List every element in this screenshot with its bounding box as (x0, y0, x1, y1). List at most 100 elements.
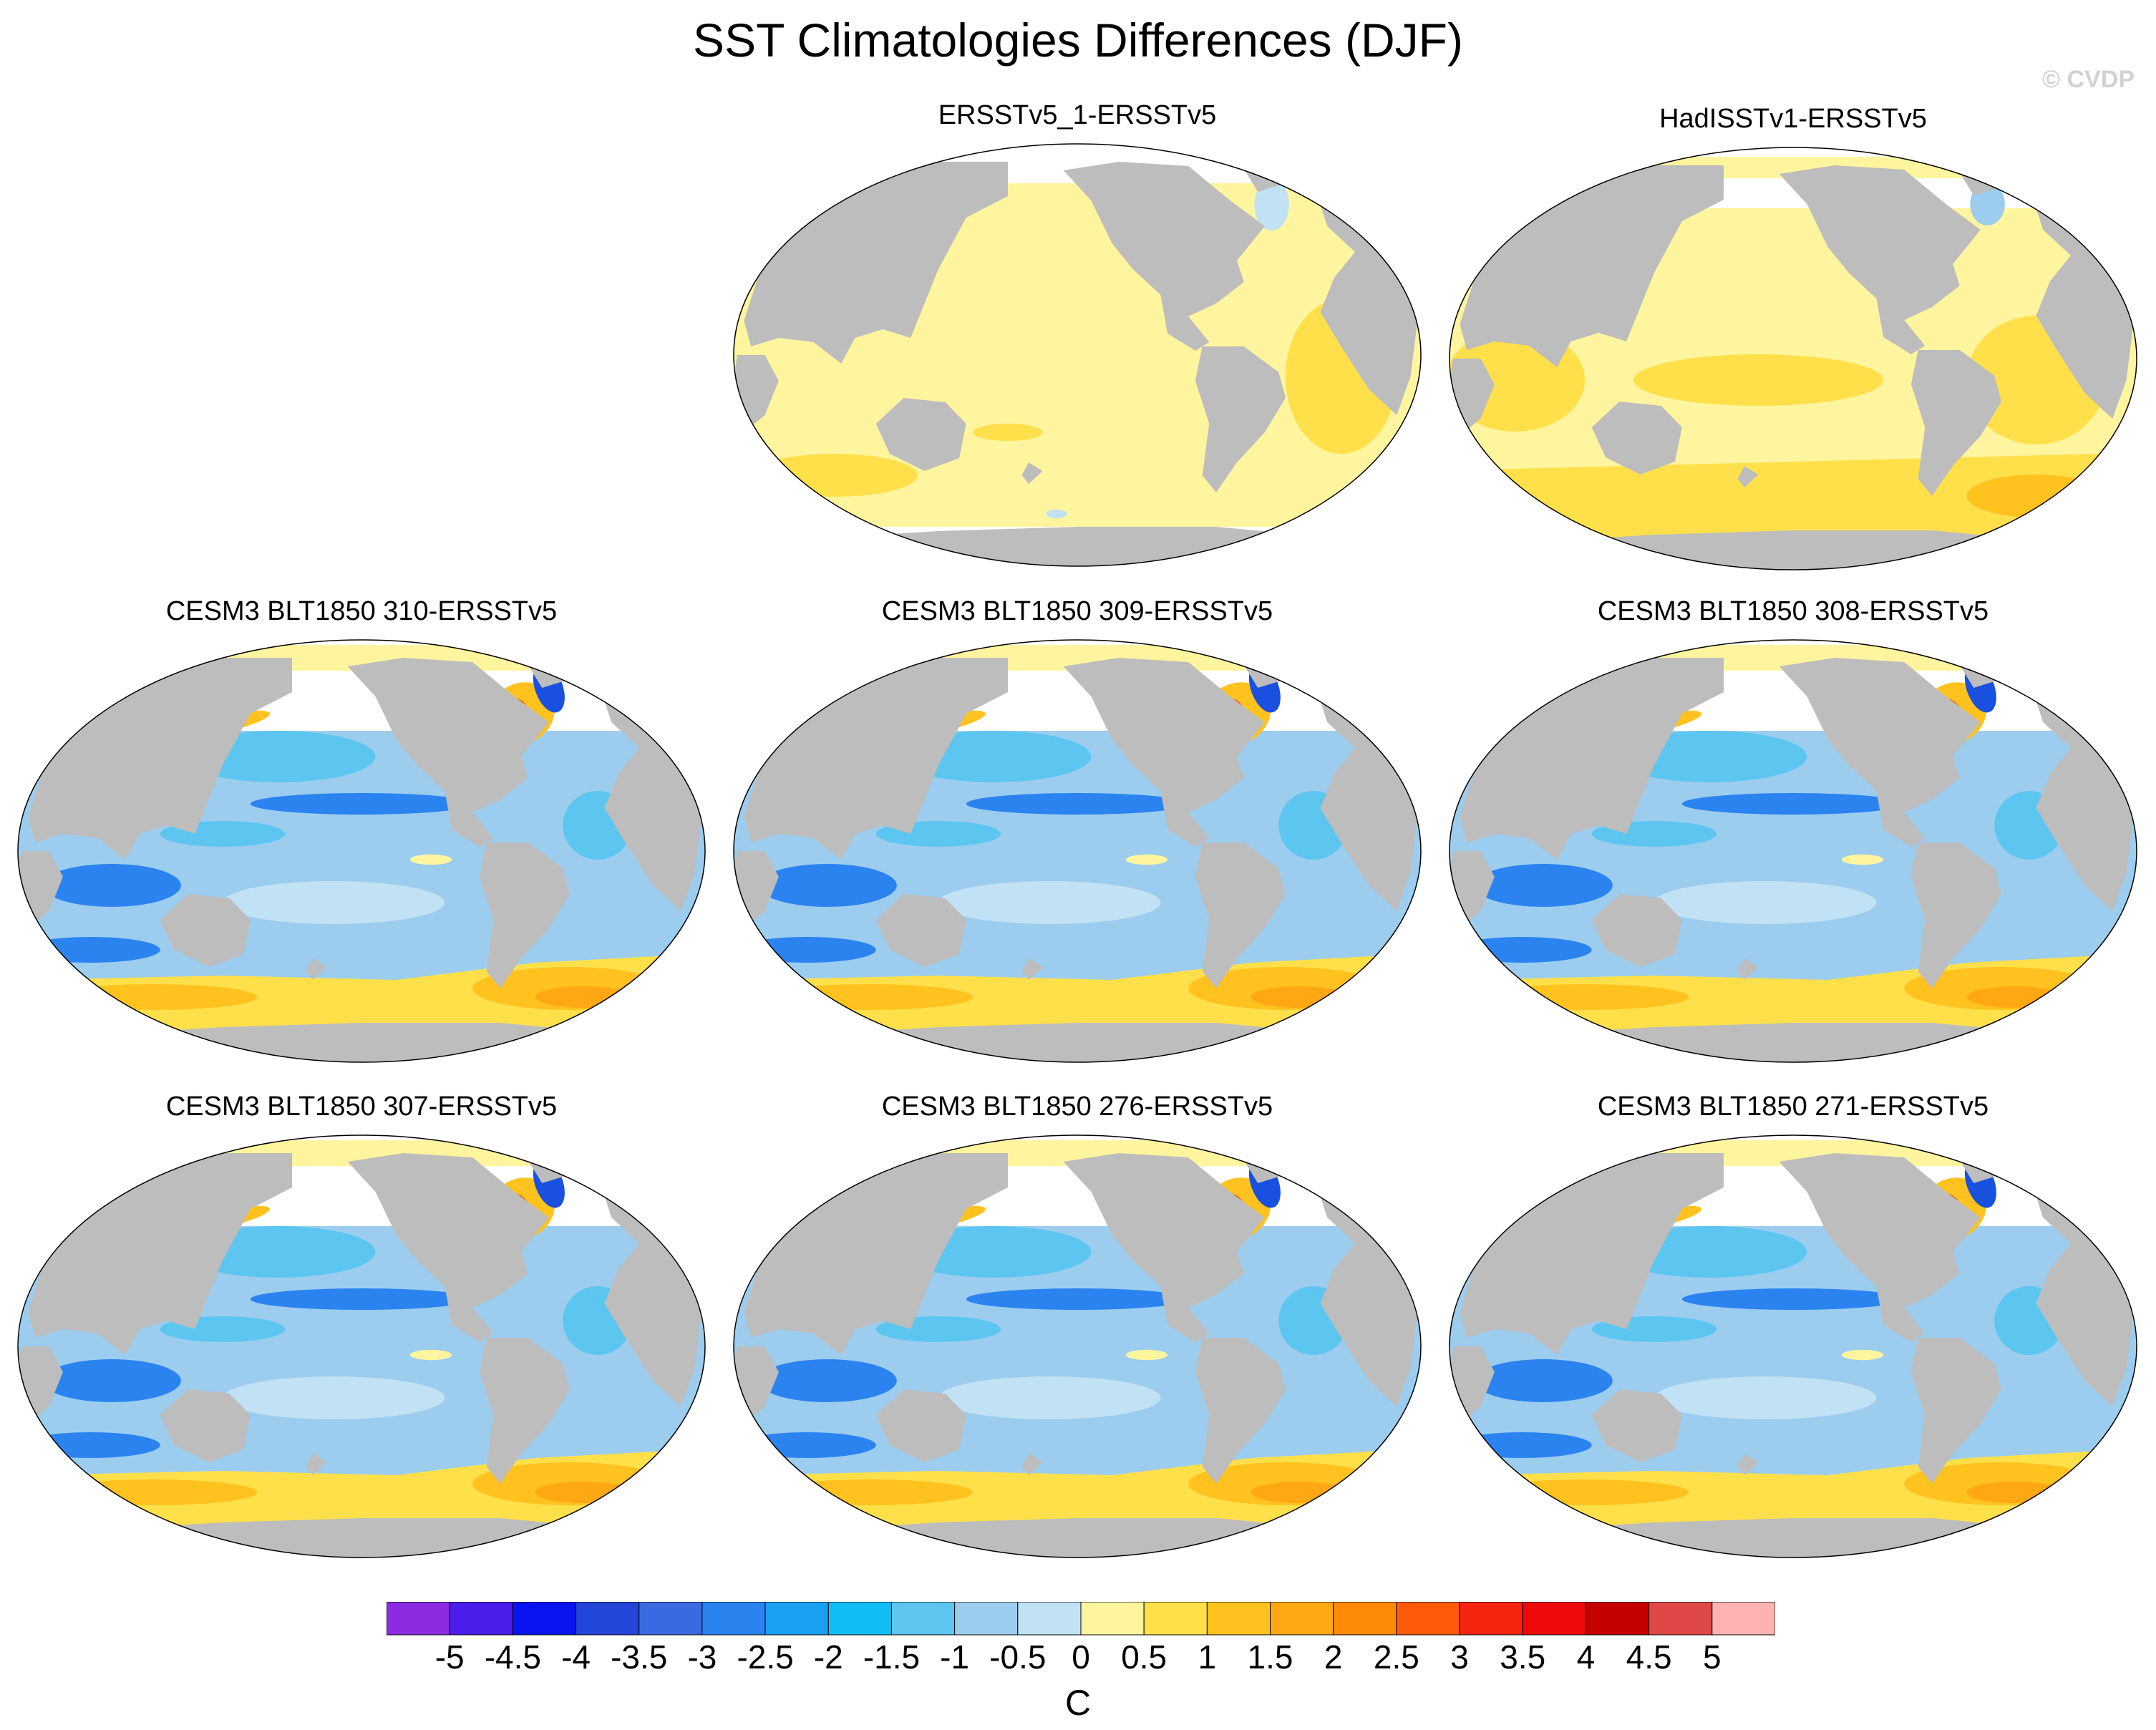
colorbar-box (954, 1602, 1019, 1636)
map-panel-hadisst: HadISSTv1-ERSSTv5 (1439, 104, 2147, 598)
colorbar-box (638, 1602, 703, 1636)
colorbar-tick-label: 3 (1450, 1638, 1469, 1676)
arctic-cold-patch (1578, 1138, 1620, 1151)
colorbar-box (1333, 1602, 1397, 1636)
land-namerica (1779, 165, 1981, 354)
land-antarctica (49, 1023, 674, 1062)
map-outline (17, 639, 706, 1063)
map-panel-cesm3-308: CESM3 BLT1850 308-ERSSTv5 (1439, 596, 2147, 1090)
colorbar-box (1080, 1602, 1145, 1636)
colorbar-box (1017, 1602, 1082, 1636)
equatorial-cold-tongue (1681, 1288, 1905, 1310)
panel-title: CESM3 BLT1850 308-ERSSTv5 (1597, 596, 1989, 626)
southern-indian-warm (751, 454, 918, 497)
south-pacific-cool (223, 1376, 445, 1419)
south-atlantic-hot (1251, 1482, 1349, 1503)
colorbar-box (764, 1602, 829, 1636)
southern-ocean-warmer (49, 984, 258, 1010)
map-outline (1449, 147, 2137, 570)
colorbar-tick-label: -2 (813, 1638, 843, 1676)
map-outline (1449, 1134, 2137, 1558)
colorbar-box (1270, 1602, 1334, 1636)
land-australia (160, 894, 251, 967)
robinson-map (733, 1134, 1422, 1558)
colorbar-tick-label: -3.5 (611, 1638, 668, 1676)
pacific-warm-band (1633, 354, 1884, 406)
equatorial-cold-tongue (250, 793, 473, 815)
robinson-map (1449, 147, 2137, 570)
southern-ocean-warm (1460, 453, 2127, 539)
colorbar-box (890, 1602, 956, 1636)
land-namerica (1063, 162, 1265, 351)
land-antarctica (764, 1518, 1390, 1558)
southern-cool-patch (1046, 510, 1067, 518)
indian-ocean-cool (42, 864, 181, 907)
map-panel-cesm3-276: CESM3 BLT1850 276-ERSSTv5 (723, 1092, 1432, 1585)
colorbar-tick-label: 3.5 (1500, 1638, 1546, 1676)
land-samerica (1195, 1338, 1286, 1484)
colorbar-box (576, 1602, 640, 1636)
indian-ocean-cool (1473, 864, 1613, 907)
robinson-map (1449, 639, 2137, 1063)
map-content (1450, 1135, 2137, 1558)
south-pacific-cool (1654, 1376, 1877, 1419)
colorbar-tick-label: -4.5 (484, 1638, 541, 1676)
indian-ocean-cool (1473, 1359, 1613, 1402)
colorbar-tick-label: 1 (1198, 1638, 1217, 1676)
colorbar-tick-label: -5 (434, 1638, 465, 1676)
colorbar-tick-label: 0 (1072, 1638, 1090, 1676)
south-atlantic-hot (1251, 986, 1349, 1008)
map-outline (1449, 639, 2137, 1063)
map-content (1450, 147, 2137, 570)
land-antarctica (1480, 1023, 2106, 1062)
south-atlantic-hot (1966, 1482, 2064, 1503)
south-pacific-warm-patch (409, 854, 452, 865)
arctic-cold-patch (146, 1138, 188, 1151)
colorbar-box (387, 1602, 450, 1636)
colorbar-tick-label: 5 (1703, 1638, 1722, 1676)
robinson-map (17, 1134, 706, 1558)
panel-title: CESM3 BLT1850 271-ERSSTv5 (1597, 1092, 1989, 1122)
robinson-map (733, 639, 1422, 1063)
arctic-cold-patch (862, 1138, 904, 1151)
southern-ocean-warmer (1480, 1479, 1689, 1505)
colorbar-box (1396, 1602, 1460, 1636)
map-outline (733, 143, 1422, 567)
colorbar (387, 1602, 1775, 1636)
southern-indian-cool (737, 937, 876, 963)
colorbar-box (512, 1602, 577, 1636)
southern-indian-cool (1452, 1432, 1592, 1458)
south-pacific-cool (1654, 881, 1877, 924)
map-content (18, 1135, 705, 1558)
map-panel-cesm3-310: CESM3 BLT1850 310-ERSSTv5 (7, 596, 716, 1090)
colorbar-tick-label: -0.5 (989, 1638, 1047, 1676)
southern-ocean-warmer (764, 1479, 973, 1505)
land-antarctica (764, 1023, 1390, 1062)
land-nz (1021, 462, 1043, 484)
land-samerica (1910, 1338, 2001, 1484)
colorbar-units: C (1064, 1683, 1092, 1723)
arctic-cold-patch (146, 643, 188, 656)
southern-indian-cool (737, 1432, 876, 1458)
colorbar-tick-label: 0.5 (1121, 1638, 1167, 1676)
colorbar-box (1459, 1602, 1523, 1636)
colorbar-box (1522, 1602, 1586, 1636)
labrador-cool (1254, 179, 1289, 230)
map-content (734, 1135, 1421, 1558)
equatorial-cold-tongue (1681, 793, 1905, 815)
south-pacific-cool (223, 881, 445, 924)
map-panel-cesm3-271: CESM3 BLT1850 271-ERSSTv5 (1439, 1092, 2147, 1585)
land-namerica (1779, 1153, 1981, 1342)
colorbar-box (1143, 1602, 1208, 1636)
land-australia (1591, 894, 1682, 967)
south-pacific-warm-patch (1125, 854, 1168, 865)
robinson-map (733, 143, 1422, 567)
colorbar-tick-label: -2.5 (737, 1638, 794, 1676)
south-pacific-warm-patch (1125, 1349, 1168, 1361)
colorbar-tick-label: 4 (1576, 1638, 1596, 1676)
map-content (734, 144, 1421, 566)
colorbar-tick-label: 1.5 (1247, 1638, 1293, 1676)
panel-title: HadISSTv1-ERSSTv5 (1659, 104, 1927, 134)
land-samerica (1910, 842, 2001, 988)
land-samerica (479, 1338, 570, 1484)
